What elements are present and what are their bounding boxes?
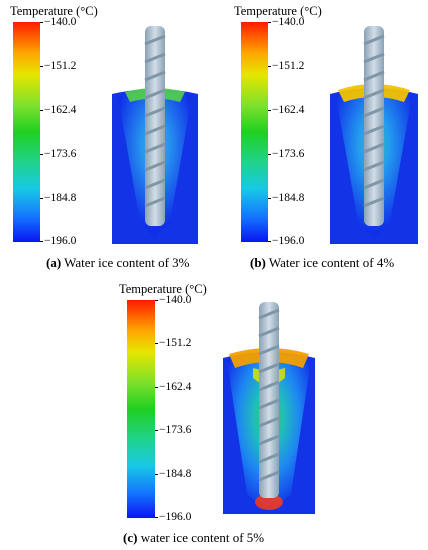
colorbar-title: Temperature (°C) xyxy=(10,4,98,18)
tick-label: −162.4 xyxy=(155,381,191,394)
tick-label: −151.2 xyxy=(40,60,76,73)
temperature-colorbar xyxy=(13,22,40,242)
temperature-colorbar xyxy=(127,300,155,518)
tick-label: −173.6 xyxy=(40,148,76,161)
simulation-image-a xyxy=(112,26,198,244)
tick-label: −184.8 xyxy=(40,192,76,205)
tick-label: −196.0 xyxy=(155,511,191,524)
tick-label: −184.8 xyxy=(268,192,304,205)
tick-label: −173.6 xyxy=(155,424,191,437)
tick-label: −184.8 xyxy=(155,468,191,481)
panel-a: Temperature (°C) −140.0 −151.2 −162.4 −1… xyxy=(0,0,214,282)
caption-c: (c) water ice content of 5% xyxy=(123,530,264,546)
panel-c: Temperature (°C) −140.0 −151.2 −162.4 −1… xyxy=(107,282,321,550)
caption-letter: (b) xyxy=(250,255,266,270)
caption-a: (a) Water ice content of 3% xyxy=(46,255,189,271)
caption-text: water ice content of 5% xyxy=(137,530,265,545)
temperature-colorbar xyxy=(241,22,268,242)
tick-label: −162.4 xyxy=(40,104,76,117)
caption-text: Water ice content of 4% xyxy=(265,255,395,270)
panel-b: Temperature (°C) −140.0 −151.2 −162.4 −1… xyxy=(214,0,428,282)
tick-label: −162.4 xyxy=(268,104,304,117)
tick-label: −151.2 xyxy=(268,60,304,73)
caption-text: Water ice content of 3% xyxy=(61,255,190,270)
tick-label: −196.0 xyxy=(40,235,76,248)
simulation-image-b xyxy=(330,26,418,244)
tick-label: −140.0 xyxy=(268,16,304,29)
tick-label: −173.6 xyxy=(268,148,304,161)
colorbar-title: Temperature (°C) xyxy=(234,4,322,18)
colorbar-title: Temperature (°C) xyxy=(119,282,207,296)
caption-letter: (c) xyxy=(123,530,138,545)
simulation-image-c xyxy=(223,302,315,514)
tick-label: −151.2 xyxy=(155,337,191,350)
tick-label: −140.0 xyxy=(155,294,191,307)
tick-label: −140.0 xyxy=(40,16,76,29)
caption-b: (b) Water ice content of 4% xyxy=(250,255,394,271)
caption-letter: (a) xyxy=(46,255,62,270)
tick-label: −196.0 xyxy=(268,235,304,248)
